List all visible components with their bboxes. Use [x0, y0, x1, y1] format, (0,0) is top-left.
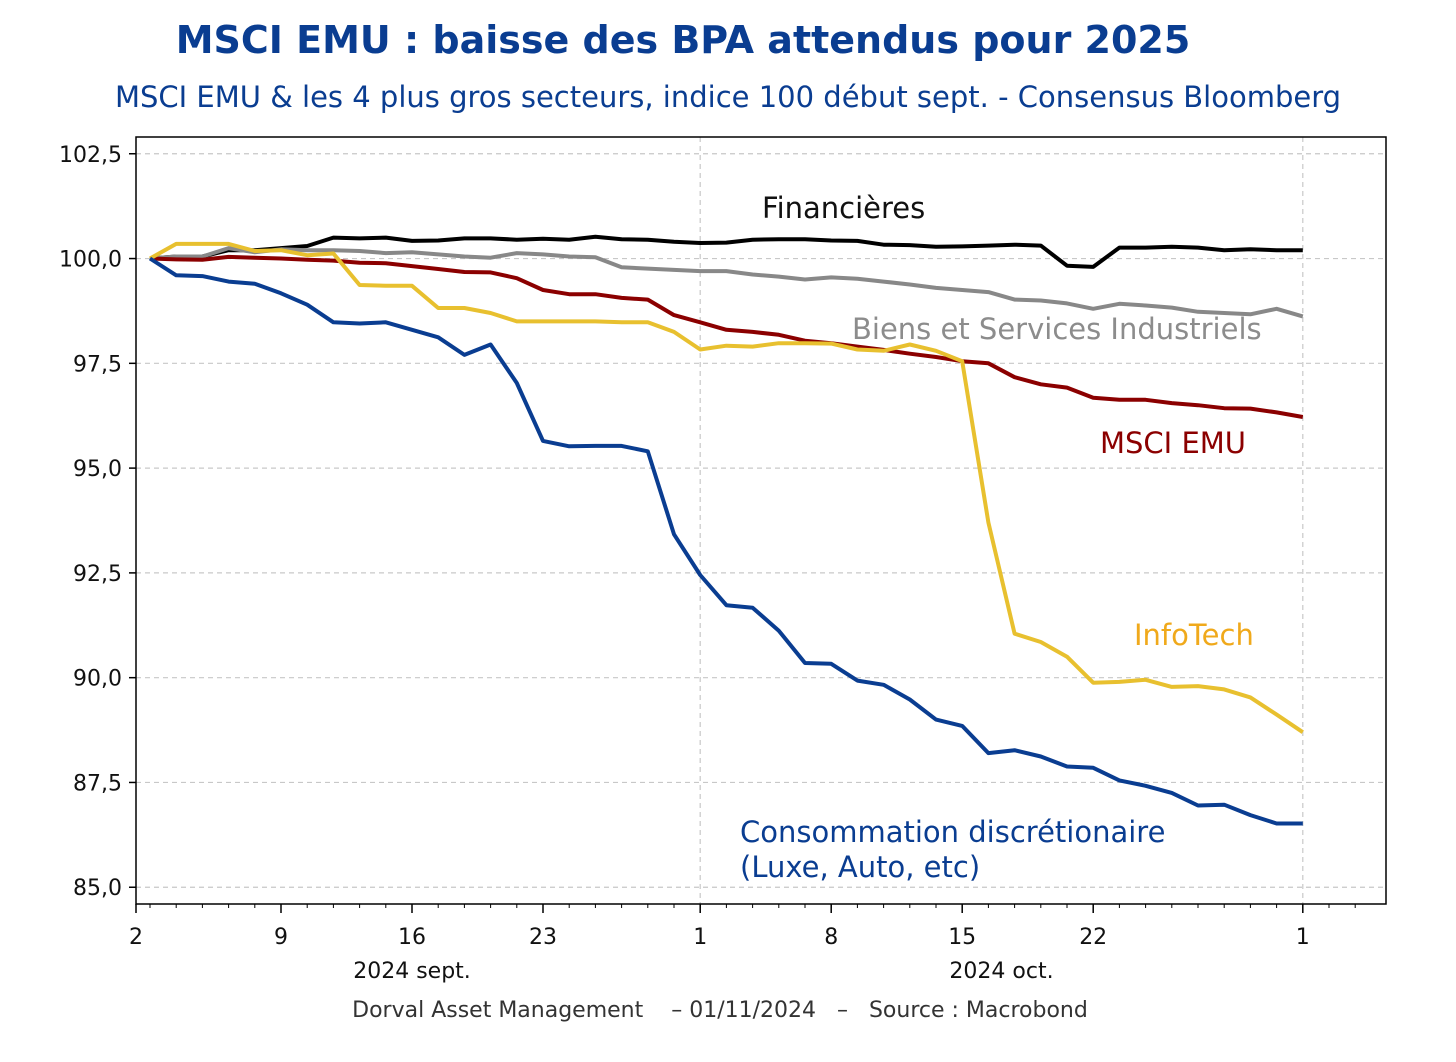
annotation-infotech: InfoTech [1134, 618, 1254, 652]
annotation-conso-line1: Consommation discrétionaire [740, 815, 1165, 849]
axes [129, 136, 1387, 913]
x-tick-label: 23 [529, 925, 557, 950]
series-line [149, 246, 1304, 319]
annotation-financieres: Financières [762, 191, 925, 225]
y-tick-label: 102,5 [59, 143, 122, 168]
annotation-conso-line2: (Luxe, Auto, etc) [740, 850, 980, 884]
grid [136, 137, 1386, 904]
x-tick-label: 1 [693, 925, 707, 950]
series-lines [148, 234, 1304, 826]
x-month-label: 2024 oct. [949, 959, 1053, 984]
x-month-label: 2024 sept. [353, 959, 471, 984]
chart-title: MSCI EMU : baisse des BPA attendus pour … [175, 18, 1191, 62]
annotation-msci-emu: MSCI EMU [1100, 426, 1246, 460]
x-tick-label: 9 [274, 925, 288, 950]
x-tick-label: 1 [1296, 925, 1310, 950]
series-line [148, 256, 1303, 826]
series-line [149, 241, 1304, 734]
series-line [149, 234, 1303, 269]
tick-labels: 102,5 100,0 97,5 95,0 92,5 90,0 87,5 85,0 2 9 16 23… [59, 143, 1310, 984]
chart-subtitle: MSCI EMU & les 4 plus gros secteurs, ind… [114, 80, 1342, 114]
annotations: Financières Biens et Services Industriel… [740, 191, 1262, 884]
y-tick-label: 95,0 [73, 457, 122, 482]
plot-frame [135, 136, 1387, 905]
y-tick-label: 100,0 [59, 248, 122, 273]
y-tick-label: 87,5 [73, 771, 122, 796]
y-tick-label: 90,0 [73, 667, 122, 692]
x-tick-label: 8 [824, 925, 838, 950]
x-tick-label: 16 [398, 925, 426, 950]
x-tick-label: 15 [948, 925, 976, 950]
x-tick-label: 2 [129, 925, 143, 950]
annotation-biens: Biens et Services Industriels [852, 312, 1262, 346]
y-tick-label: 97,5 [73, 352, 122, 377]
x-tick-label: 22 [1079, 925, 1107, 950]
footer-source: Dorval Asset Management – 01/11/2024 – S… [352, 998, 1088, 1023]
y-tick-label: 92,5 [73, 562, 122, 587]
y-tick-label: 85,0 [73, 876, 122, 901]
